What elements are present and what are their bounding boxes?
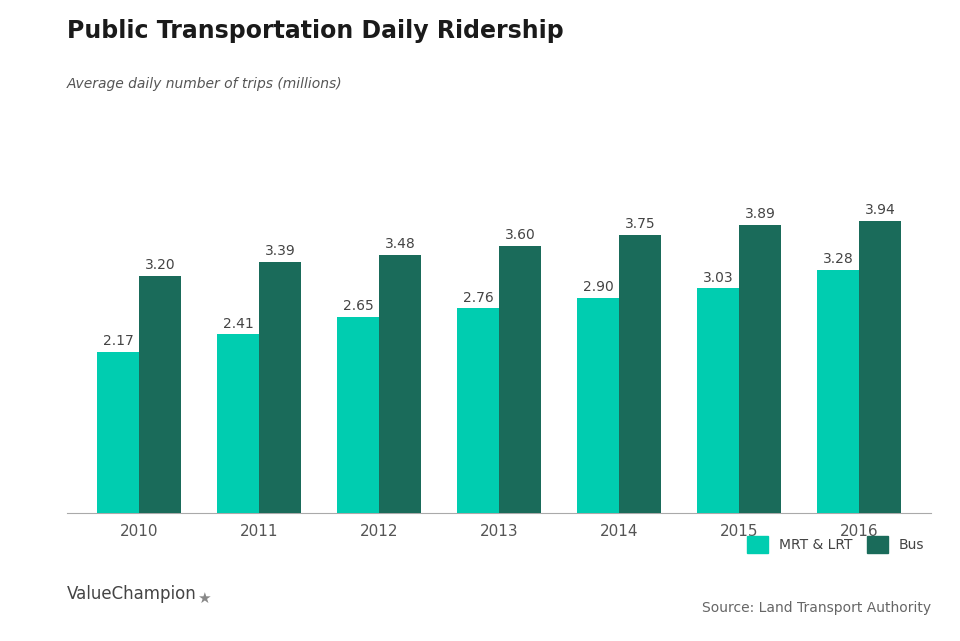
Text: ValueChampion: ValueChampion (67, 585, 197, 603)
Text: Average daily number of trips (millions): Average daily number of trips (millions) (67, 77, 343, 91)
Bar (259, 262, 301, 513)
Bar (739, 224, 781, 513)
Text: 3.89: 3.89 (745, 207, 776, 221)
Text: 3.60: 3.60 (505, 228, 536, 242)
Bar (457, 308, 499, 513)
Bar (217, 335, 259, 513)
Bar (97, 352, 139, 513)
Bar (619, 235, 661, 513)
Text: 2.41: 2.41 (223, 317, 253, 331)
Bar (697, 288, 739, 513)
Bar (379, 255, 421, 513)
Text: ★: ★ (197, 591, 210, 606)
Text: 2.65: 2.65 (343, 299, 373, 313)
Text: 3.28: 3.28 (823, 252, 853, 266)
Text: 3.20: 3.20 (145, 258, 176, 272)
Text: Source: Land Transport Authority: Source: Land Transport Authority (702, 601, 931, 615)
Bar (817, 270, 859, 513)
Text: 3.39: 3.39 (265, 244, 296, 258)
Text: Public Transportation Daily Ridership: Public Transportation Daily Ridership (67, 19, 564, 43)
Text: 2.17: 2.17 (103, 335, 133, 348)
Legend: MRT & LRT, Bus: MRT & LRT, Bus (748, 536, 924, 553)
Bar (337, 317, 379, 513)
Text: 3.75: 3.75 (625, 217, 656, 231)
Text: 2.76: 2.76 (463, 290, 493, 304)
Text: 3.94: 3.94 (865, 203, 896, 217)
Text: 3.48: 3.48 (385, 237, 416, 251)
Text: 3.03: 3.03 (703, 271, 733, 285)
Bar (139, 276, 181, 513)
Bar (499, 246, 541, 513)
Text: 2.90: 2.90 (583, 280, 613, 294)
Bar (577, 298, 619, 513)
Bar (859, 221, 901, 513)
